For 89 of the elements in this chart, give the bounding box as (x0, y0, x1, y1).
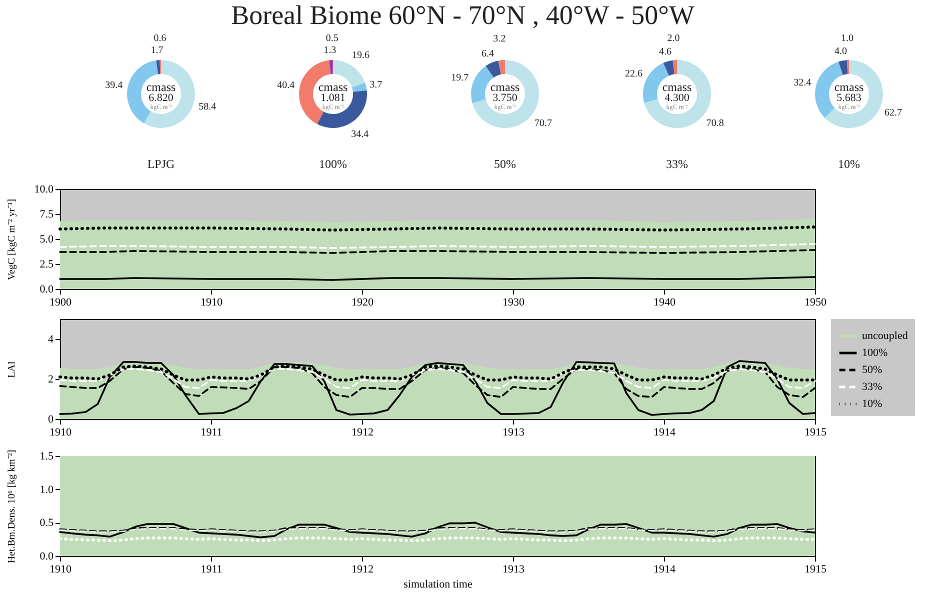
text: cmass (146, 80, 176, 94)
donut-slice (486, 60, 502, 78)
x-tick-label: 1915 (804, 426, 827, 438)
legend-label: 10% (862, 398, 882, 410)
text: Boreal Biome 60°N - 70°N , 40°W - 50°W (231, 0, 695, 30)
y-tick-label: 5.0 (40, 234, 54, 246)
y-tick-label: 2.5 (40, 258, 54, 270)
x-tick-label: 1930 (502, 296, 525, 308)
line-series (59, 368, 816, 389)
data-label: 4.0 (834, 46, 848, 57)
data-label: 0.5 (326, 33, 338, 44)
donut-slice (317, 90, 367, 128)
data-label: 32.4 (794, 78, 812, 89)
legend-label: 100% (862, 347, 888, 359)
x-tick-label: 1910 (50, 564, 72, 576)
text: cmass (318, 80, 348, 94)
x-tick-label: 1913 (502, 426, 525, 438)
x-tick-label: 1950 (804, 296, 827, 308)
text: cmass (834, 80, 864, 94)
data-label: 1.3 (324, 45, 336, 56)
data-label: 62.7 (884, 108, 902, 119)
data-label: 22.6 (624, 68, 642, 80)
x-tick-label: 1910 (50, 426, 72, 438)
data-label: 34.4 (351, 128, 369, 140)
x-tick-label: 1911 (200, 426, 222, 438)
y-tick-label: 0 (48, 414, 54, 426)
x-tick-label: 1920 (352, 296, 374, 308)
y-axis-title: LAI (6, 361, 18, 378)
text: cmass (490, 80, 520, 94)
data-label: 2.0 (667, 33, 680, 44)
donut-slice (352, 82, 367, 92)
x-tick-label: 1915 (804, 564, 827, 576)
y-tick-label: 2 (48, 374, 54, 386)
x-tick-label: 1910 (200, 296, 223, 308)
x-tick-label: 1914 (654, 564, 676, 576)
data-label: 39.4 (105, 80, 123, 91)
text: 6.820 (148, 92, 174, 104)
data-label: 1.0 (840, 33, 854, 44)
legend-label: 50% (862, 364, 882, 376)
data-label: 3.7 (370, 79, 382, 90)
text: 5.683 (836, 92, 862, 104)
text: 4.300 (664, 92, 690, 104)
y-tick-label: 7.5 (40, 208, 54, 220)
data-label: 70.8 (706, 118, 724, 130)
text: cmass (662, 80, 692, 94)
x-tick-label: 1912 (352, 564, 374, 576)
donut-slice (663, 60, 674, 76)
data-label: 4.6 (659, 46, 672, 58)
y-axis-title: VegC [kgC m⁻² yr⁻¹] (6, 198, 18, 280)
data-label: 40.4 (277, 80, 295, 92)
x-tick-label: 1900 (50, 296, 72, 308)
y-tick-label: 0.5 (40, 517, 54, 530)
y-tick-label: 10.0 (34, 184, 54, 196)
data-label: 3.2 (493, 33, 506, 44)
y-tick-label: 1.0 (40, 484, 54, 496)
donut-slice (329, 60, 332, 74)
y-axis-title: Het.Bm.Dens. 10⁶ [kg km⁻²] (6, 450, 18, 564)
text: 3.750 (492, 92, 518, 104)
x-tick-label: 1913 (502, 564, 525, 576)
data-label: 1.7 (150, 45, 164, 56)
y-tick-label: 0.0 (40, 284, 54, 296)
text: LPJG (147, 157, 175, 171)
y-tick-label: 4 (48, 334, 54, 346)
x-tick-label: 1940 (654, 296, 676, 308)
x-tick-label: 1914 (654, 426, 676, 438)
donut-slice (144, 60, 195, 128)
x-axis-title: simulation time (404, 578, 472, 590)
donut-slice (824, 60, 883, 128)
data-label: 58.4 (198, 101, 216, 112)
data-label: 0.6 (154, 33, 166, 44)
legend-label: 33% (862, 381, 882, 393)
text: 10% (838, 157, 860, 171)
text: 100% (319, 157, 347, 171)
data-label: 6.4 (482, 48, 494, 60)
text: 50% (494, 157, 516, 171)
y-tick-label: 0.0 (40, 550, 54, 562)
text: 1.081 (320, 92, 346, 104)
text: 33% (666, 157, 688, 171)
donut-slice (838, 60, 848, 75)
y-tick-label: 1.5 (40, 450, 54, 462)
x-tick-label: 1911 (200, 564, 222, 576)
x-tick-label: 1912 (352, 426, 374, 438)
donut-slice (672, 60, 677, 74)
data-label: 70.7 (534, 118, 552, 130)
data-label: 19.7 (451, 72, 469, 84)
donut-slice (498, 60, 505, 74)
donut-slice (156, 60, 160, 74)
data-label: 19.6 (352, 50, 370, 61)
legend-label: uncoupled (862, 330, 908, 342)
